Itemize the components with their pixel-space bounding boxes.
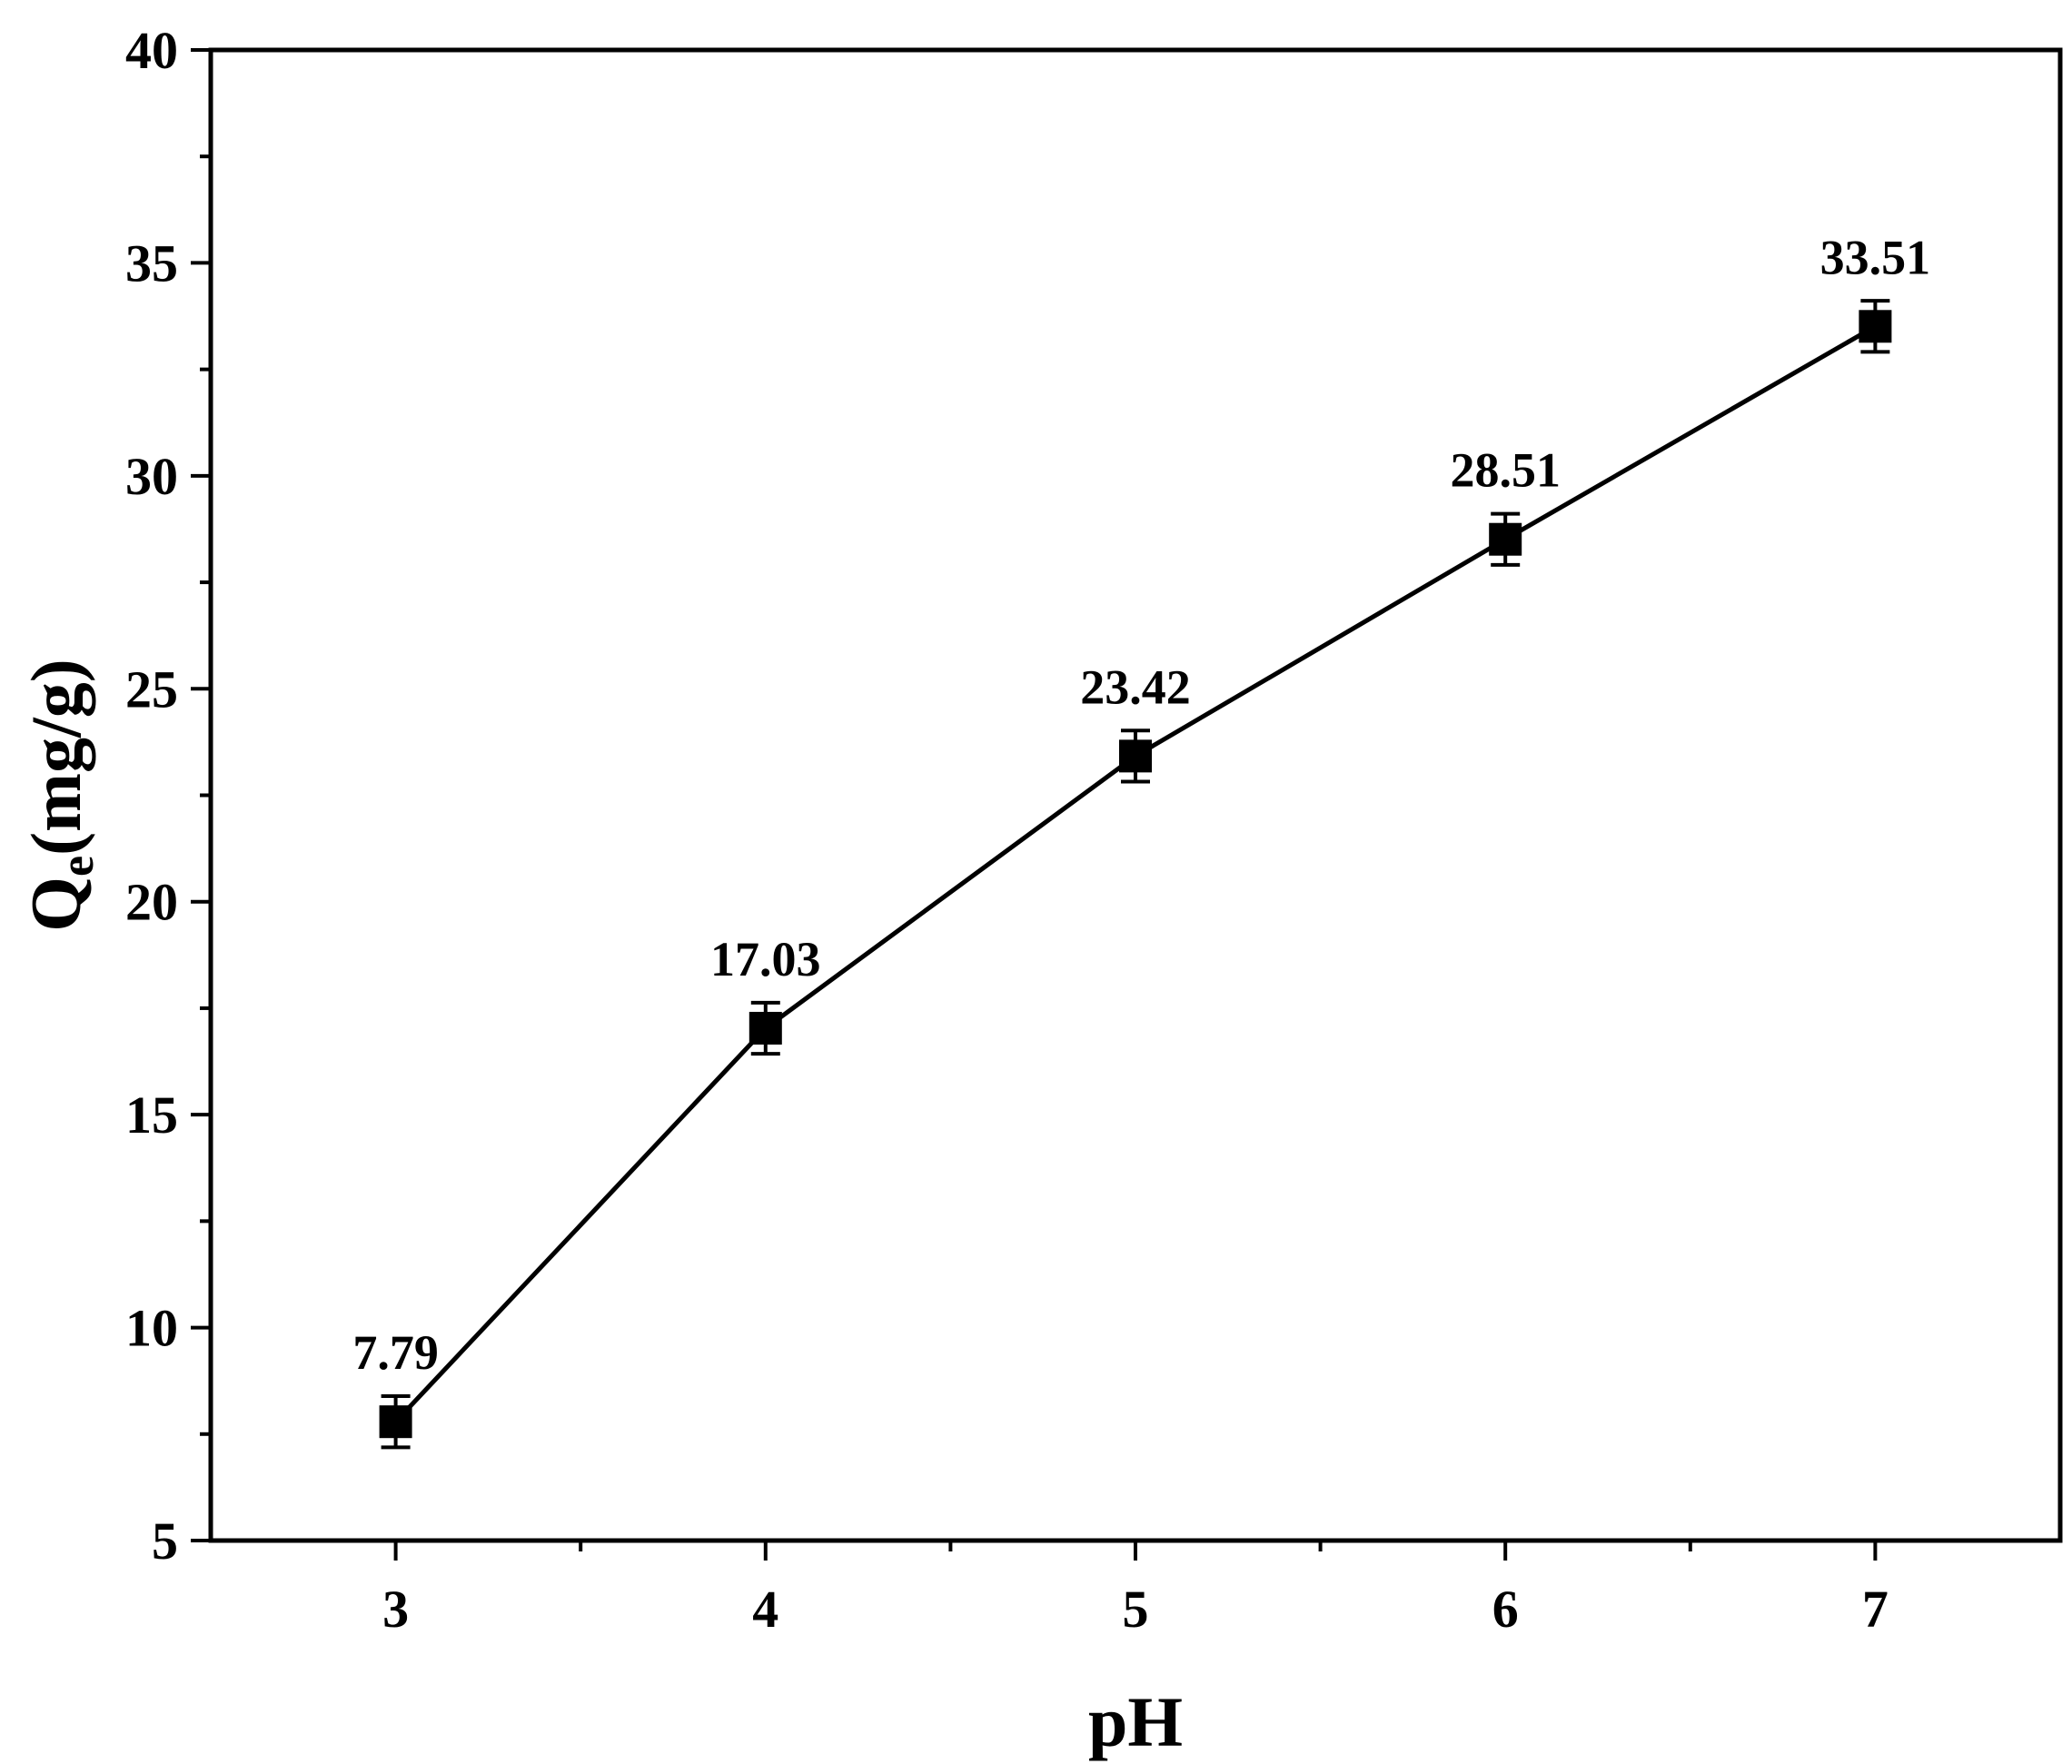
plot-frame [208, 47, 2063, 1543]
series-line [393, 324, 1877, 1423]
data-label: 33.51 [1820, 230, 1931, 284]
x-tick-label: 4 [752, 1580, 778, 1639]
x-tick-label: 3 [382, 1580, 409, 1639]
data-label: 17.03 [710, 932, 821, 986]
y-tick-label: 5 [152, 1511, 178, 1571]
x-tick-label: 7 [1862, 1580, 1889, 1639]
y-tick-label: 20 [125, 873, 178, 932]
y-axis-title-unit: (mg/g) [16, 659, 95, 856]
data-point [1859, 310, 1892, 343]
x-tick-label: 6 [1492, 1580, 1519, 1639]
y-tick-label: 10 [125, 1299, 178, 1358]
y-tick-label: 30 [125, 447, 178, 506]
data-label-group: 7.79 17.03 23.42 28.51 33.51 [352, 230, 1930, 1380]
y-tick-label: 25 [125, 659, 178, 718]
y-tick-label: 35 [125, 233, 178, 292]
x-axis-title: pH [1088, 1682, 1183, 1761]
data-point [1119, 739, 1152, 773]
y-tick-label: 40 [125, 21, 178, 80]
data-point [379, 1405, 412, 1439]
x-tick-label: 5 [1123, 1580, 1149, 1639]
y-axis-title-subscript: e [52, 856, 104, 877]
y-axis-title: Qe(mg/g) [16, 659, 104, 931]
y-axis-title-main: Q [16, 877, 95, 932]
data-point [1489, 522, 1522, 556]
data-label: 7.79 [352, 1325, 439, 1380]
data-label: 23.42 [1080, 659, 1191, 714]
series-group [379, 299, 1892, 1450]
axes: 3 4 5 6 7 5 10 15 20 25 30 35 40 [125, 21, 2063, 1639]
y-tick-label: 15 [125, 1085, 178, 1145]
data-point [748, 1011, 782, 1045]
data-label: 28.51 [1450, 443, 1561, 498]
